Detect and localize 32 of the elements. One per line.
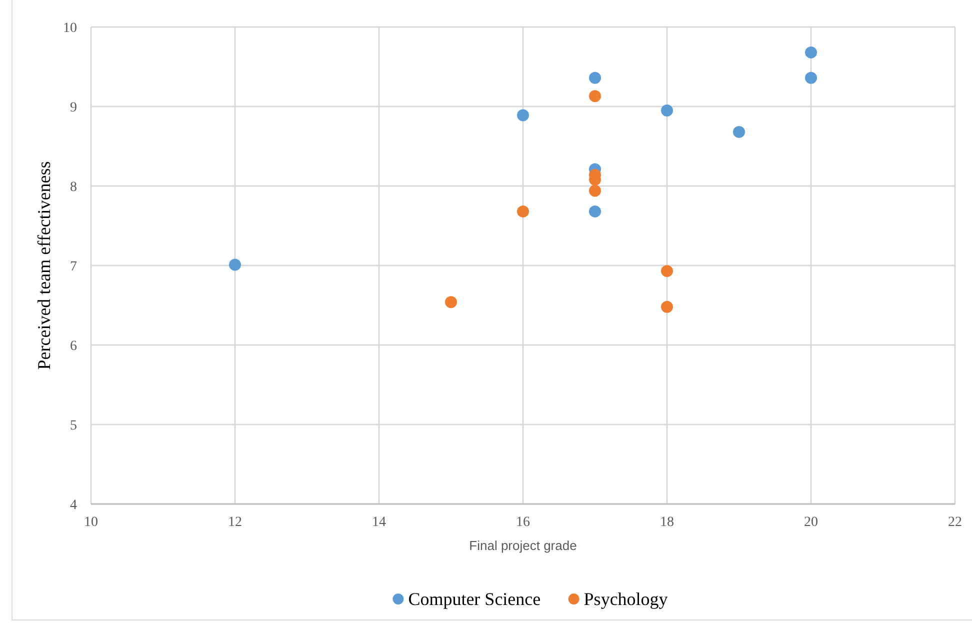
point xyxy=(805,72,817,84)
x-tick-label: 16 xyxy=(516,515,530,530)
y-tick-label: 4 xyxy=(70,498,77,513)
y-axis-title: Perceived team effectiveness xyxy=(34,161,54,370)
y-tick-label: 7 xyxy=(70,260,77,274)
point xyxy=(805,46,817,58)
legend-label: Psychology xyxy=(584,589,668,609)
point xyxy=(229,258,241,271)
point xyxy=(589,205,601,218)
point xyxy=(589,90,601,102)
point xyxy=(661,265,673,278)
x-axis-title: Final project grade xyxy=(469,538,577,553)
legend-label: Computer Science xyxy=(408,589,541,609)
y-tick-label: 6 xyxy=(70,339,77,354)
point xyxy=(589,72,601,84)
x-tick-label: 18 xyxy=(660,515,674,530)
x-tick-label: 14 xyxy=(372,515,386,530)
point xyxy=(589,184,601,197)
point xyxy=(517,109,529,122)
point xyxy=(661,300,673,313)
y-tick-label: 9 xyxy=(70,100,77,116)
point xyxy=(733,126,745,138)
point xyxy=(517,205,529,218)
point xyxy=(445,296,457,308)
x-tick-label: 12 xyxy=(228,515,242,530)
point xyxy=(661,104,673,116)
y-tick-label: 10 xyxy=(63,21,77,36)
y-tick-label: 8 xyxy=(70,180,77,195)
x-tick-label: 20 xyxy=(804,515,818,530)
x-tick-label: 10 xyxy=(84,515,98,530)
y-tick-label: 5 xyxy=(70,418,77,434)
x-tick-label: 22 xyxy=(948,515,962,530)
